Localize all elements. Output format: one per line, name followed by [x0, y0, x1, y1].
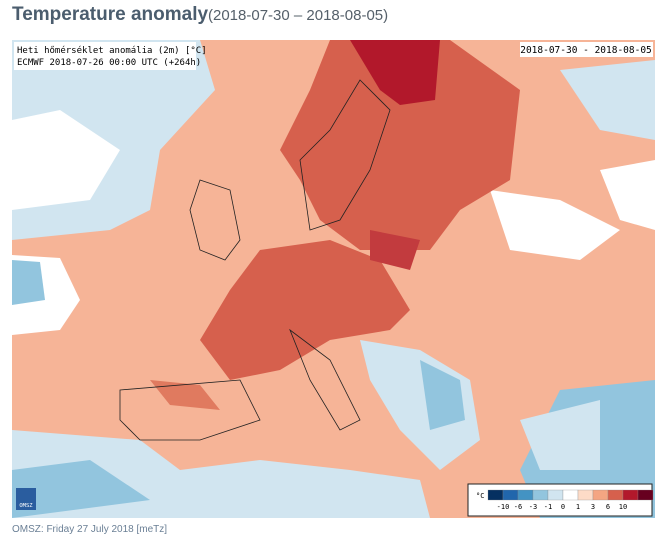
warm-area [280, 40, 520, 250]
cool-area [12, 260, 45, 305]
neutral-area [600, 160, 655, 230]
legend-swatch [607, 489, 624, 501]
cool-area [560, 60, 655, 140]
period: (2018-07-30 – 2018-08-05) [208, 7, 389, 24]
legend-tick-label: -6 [514, 503, 522, 511]
legend-swatch [517, 489, 534, 501]
footer: OMSZ: Friday 27 July 2018 [meTz] [12, 524, 168, 535]
legend-swatch [547, 489, 564, 501]
logo [16, 488, 36, 510]
legend-tick-label: -1 [544, 503, 552, 511]
cool-area [360, 340, 480, 470]
warm-area [200, 240, 410, 380]
hot-area [350, 40, 440, 105]
map: Heti hőmérséklet anomália (2m) [°C] ECMW… [12, 40, 655, 518]
cool-area [420, 360, 465, 430]
date-range: 2018-07-30 - 2018-08-05 [520, 45, 652, 56]
legend-swatch [592, 489, 609, 501]
date-box [520, 42, 653, 57]
coastline [119, 79, 391, 441]
legend-swatch [532, 489, 549, 501]
neutral-area [490, 190, 620, 260]
map-label: ECMWF 2018-07-26 00:00 UTC (+264h) [17, 58, 201, 68]
warm-area [150, 380, 220, 410]
map-label: Heti hőmérséklet anomália (2m) [°C] [17, 45, 207, 56]
legend-swatch [562, 489, 579, 501]
legend-tick-label: -3 [529, 503, 537, 511]
legend-swatch [502, 489, 519, 501]
hot-area [370, 230, 420, 270]
legend-tick-label: -10 [497, 503, 510, 511]
cool-area [520, 400, 600, 470]
legend-swatch [577, 489, 594, 501]
legend-tick-label: 0 [561, 503, 565, 511]
title: Temperature anomaly [12, 4, 209, 25]
legend-tick-label: 1 [576, 503, 580, 511]
legend-swatch [637, 489, 654, 501]
cool-area [12, 460, 150, 518]
legend-swatch [622, 489, 639, 501]
legend-tick-label: 6 [606, 503, 610, 511]
legend: °C -10 -6 -3 -1 0 1 3 6 10 [467, 483, 654, 517]
logo-text: OMSZ [19, 503, 33, 509]
legend-unit: °C [476, 492, 484, 500]
neutral-area [12, 110, 120, 210]
label-box [14, 42, 196, 70]
legend-swatch [487, 489, 504, 501]
legend-tick-label: 3 [591, 503, 595, 511]
legend-tick-label: 10 [619, 503, 627, 511]
